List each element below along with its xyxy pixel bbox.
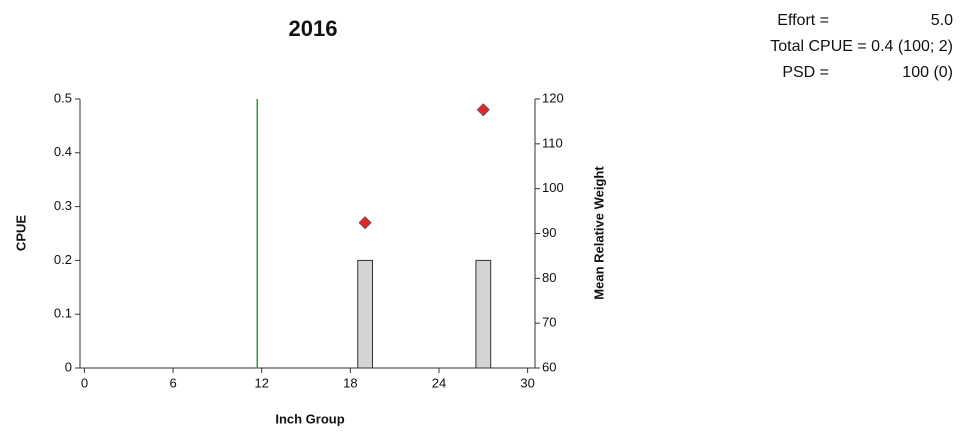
y2-tick-label: 100 [542,180,564,195]
y-tick-label: 0.4 [54,144,72,159]
x-axis-label: Inch Group [275,411,344,426]
y2-tick-label: 60 [542,359,556,374]
y-tick-label: 0 [65,359,72,374]
y-tick-label: 0.1 [54,306,72,321]
y2-tick-label: 110 [542,135,563,150]
stat-value: 100 (0) [902,64,953,81]
x-tick-label: 18 [343,375,357,390]
bar [475,259,492,369]
x-tick-label: 30 [520,375,534,390]
stat-line: Total CPUE = 0.4 (100; 2) [770,38,953,55]
y2-tick-label: 120 [542,90,564,105]
x-tick-label: 0 [81,375,88,390]
y2-tick-label: 90 [542,225,556,240]
stat-value: 5.0 [931,12,953,29]
y-tick-label: 0.2 [54,252,72,267]
stat-label: Effort = [777,12,829,29]
y2-tick-label: 70 [542,315,556,330]
stat-label: PSD = [782,64,829,81]
y-tick-label: 0.3 [54,198,72,213]
point [358,216,372,230]
chart-title: 2016 [289,16,338,41]
y-tick-label: 0.5 [54,90,72,105]
x-tick-label: 12 [254,375,268,390]
x-tick-label: 24 [432,375,446,390]
y-axis-label: CPUE [13,215,28,251]
y2-tick-label: 80 [542,270,556,285]
point [476,103,490,117]
x-tick-label: 6 [169,375,176,390]
y2-axis-label: Mean Relative Weight [591,166,606,300]
bar [357,259,373,369]
